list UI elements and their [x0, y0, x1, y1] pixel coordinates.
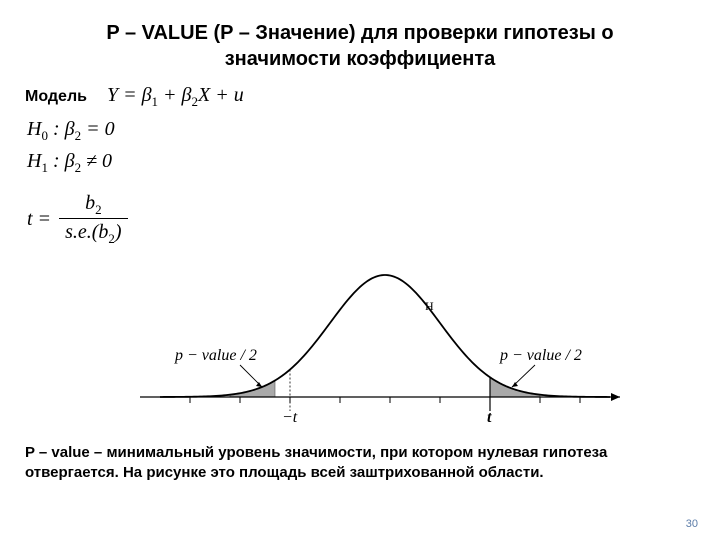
hypothesis-h0: H0 : β2 = 0 [27, 118, 695, 144]
title-line1: P – VALUE (P – Значение) для проверки ги… [106, 22, 613, 44]
label-neg-t: −t [282, 409, 297, 427]
model-label: Модель [25, 88, 87, 106]
label-pvalue-right: p − value / 2 [500, 347, 582, 365]
footer-text: P – value – минимальный уровень значимос… [25, 443, 695, 484]
label-pvalue-left: p − value / 2 [175, 347, 257, 365]
page-number: 30 [686, 518, 698, 530]
t-stat-formula: t = b2 s.e.(b2) [27, 192, 128, 247]
title-line2: значимости коэффициента [225, 48, 496, 70]
hypothesis-h1: H1 : β2 ≠ 0 [27, 150, 695, 176]
distribution-chart: H p − value / 2 p − value / 2 −t t [80, 257, 640, 437]
label-t: t [487, 409, 491, 427]
label-H: H [425, 299, 434, 314]
model-formula: Y = β1 + β2X + u [107, 84, 244, 110]
